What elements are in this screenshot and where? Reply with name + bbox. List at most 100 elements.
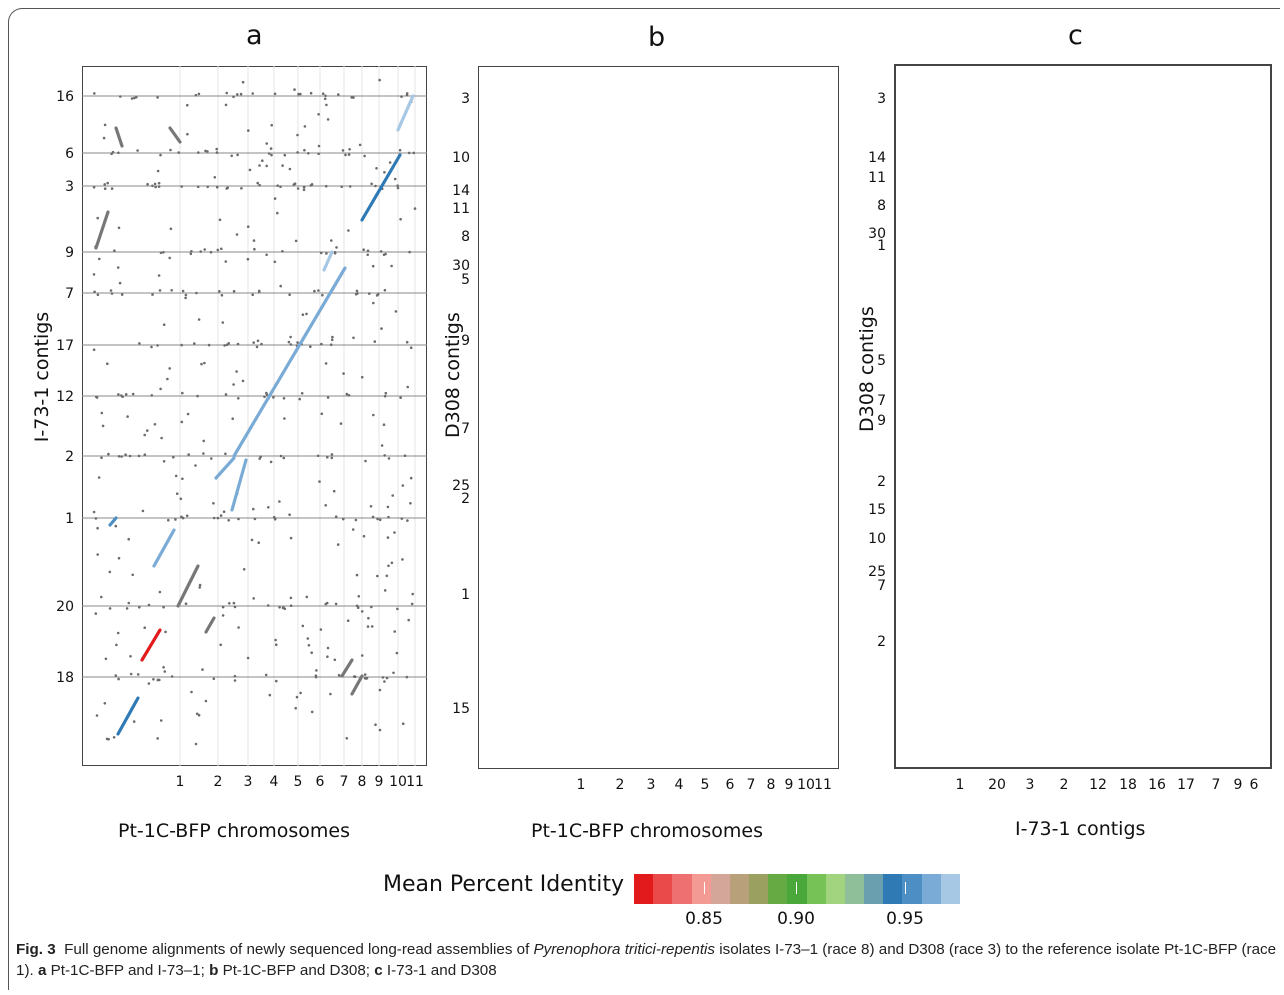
panel-a-noise-point bbox=[105, 737, 109, 741]
panel-a-noise-point bbox=[293, 182, 297, 185]
panel-a-noise-point bbox=[159, 387, 162, 391]
panel-a-noise-point bbox=[186, 103, 189, 107]
panel-a-noise-point bbox=[331, 335, 334, 339]
panel-b-y-tick: 14 bbox=[452, 183, 470, 199]
panel-a-noise-point bbox=[297, 92, 300, 96]
panel-a-noise-point bbox=[384, 391, 388, 395]
panel-a-noise-point bbox=[240, 187, 243, 190]
panel-a-alignment-segment bbox=[168, 126, 182, 144]
panel-a-noise-point bbox=[301, 624, 305, 628]
panel-a-noise-point bbox=[203, 361, 206, 365]
panel-a-noise-point bbox=[237, 626, 240, 629]
panel-a-noise-point bbox=[336, 543, 340, 546]
legend-swatch bbox=[864, 874, 884, 904]
panel-c-y-tick: 2 bbox=[877, 474, 886, 490]
panel-a-noise-point bbox=[265, 253, 268, 257]
panel-a-noise-point bbox=[298, 397, 302, 401]
panel-a-noise-point bbox=[337, 93, 340, 96]
panel-a-noise-point bbox=[212, 502, 215, 505]
panel-a-noise-point bbox=[326, 655, 329, 658]
panel-a-noise-point bbox=[198, 583, 202, 587]
panel-c-x-axis-title: I-73-1 contigs bbox=[1015, 818, 1146, 840]
panel-a-noise-point bbox=[117, 151, 120, 155]
panel-a-noise-point bbox=[236, 153, 239, 157]
panel-a-noise-point bbox=[295, 695, 299, 699]
panel-a-noise-point bbox=[265, 164, 269, 168]
panel-b-letter: b bbox=[648, 22, 666, 53]
panel-a-alignment-segment bbox=[140, 628, 162, 662]
panel-c-x-tick: 12 bbox=[1089, 777, 1107, 793]
panel-a-noise-point bbox=[293, 88, 296, 91]
panel-a-noise-point bbox=[235, 233, 239, 236]
panel-c-y-axis-title: D308 contigs bbox=[856, 306, 878, 432]
panel-a-noise-point bbox=[356, 606, 360, 609]
panel-a-noise-point bbox=[95, 714, 99, 717]
panel-a-noise-point bbox=[288, 293, 291, 297]
panel-a-noise-point bbox=[181, 516, 185, 520]
panel-a-noise-point bbox=[181, 391, 184, 395]
panel-a-noise-point bbox=[166, 377, 169, 381]
panel-a-noise-point bbox=[383, 589, 387, 592]
legend-tick-mark-085 bbox=[704, 882, 705, 894]
panel-a-noise-point bbox=[199, 250, 202, 253]
panel-a-noise-point bbox=[299, 92, 302, 96]
panel-b-x-tick: 7 bbox=[747, 777, 756, 793]
panel-a-noise-point bbox=[326, 646, 330, 650]
panel-a-noise-point bbox=[273, 197, 277, 200]
panel-c-y-tick: 2 bbox=[877, 634, 886, 650]
panel-a-noise-point bbox=[181, 289, 185, 293]
panel-a-noise-point bbox=[330, 338, 334, 342]
panel-a-plot-area bbox=[82, 66, 427, 766]
panel-a-noise-point bbox=[333, 252, 337, 255]
panel-a-alignment-segment bbox=[108, 516, 118, 527]
panel-a-noise-point bbox=[347, 394, 351, 397]
panel-a-noise-point bbox=[317, 289, 320, 292]
panel-a-noise-point bbox=[186, 412, 190, 416]
panel-a-noise-point bbox=[177, 151, 180, 154]
panel-a-noise-point bbox=[366, 249, 370, 253]
panel-a-noise-point bbox=[390, 561, 394, 565]
panel-a-noise-point bbox=[190, 690, 193, 694]
panel-a-noise-point bbox=[321, 293, 324, 297]
panel-a-noise-point bbox=[159, 153, 162, 157]
panel-c-y-tick: 10 bbox=[868, 531, 886, 547]
panel-a-y-tick: 7 bbox=[65, 286, 74, 302]
panel-a-noise-point bbox=[379, 250, 383, 253]
panel-a-x-tick: 9 bbox=[375, 774, 384, 790]
panel-a-noise-point bbox=[391, 494, 395, 497]
panel-a-noise-point bbox=[288, 513, 291, 516]
panel-a-noise-point bbox=[169, 227, 173, 231]
panel-a-noise-point bbox=[317, 152, 320, 156]
panel-a-noise-point bbox=[189, 252, 193, 256]
panel-a-noise-point bbox=[225, 187, 228, 190]
panel-a-noise-point bbox=[257, 541, 261, 544]
panel-a-noise-point bbox=[96, 553, 99, 556]
panel-c-x-tick: 20 bbox=[988, 777, 1006, 793]
panel-a-noise-point bbox=[316, 454, 320, 458]
panel-a-noise-point bbox=[218, 218, 222, 222]
panel-a-noise-point bbox=[204, 699, 208, 703]
panel-a-noise-point bbox=[158, 678, 161, 682]
panel-c-x-tick: 7 bbox=[1212, 777, 1221, 793]
panel-a-noise-point bbox=[320, 342, 323, 346]
panel-a-noise-point bbox=[103, 123, 107, 127]
panel-c-x-tick: 1 bbox=[956, 777, 965, 793]
panel-a-alignment-segment bbox=[230, 458, 248, 512]
panel-a-noise-point bbox=[360, 654, 364, 657]
panel-a-noise-point bbox=[296, 187, 300, 190]
panel-a-noise-point bbox=[370, 605, 373, 609]
panel-a-noise-point bbox=[382, 423, 386, 427]
panel-a-noise-point bbox=[232, 95, 235, 99]
panel-a-noise-point bbox=[221, 605, 225, 609]
panel-c-x-tick: 18 bbox=[1119, 777, 1137, 793]
panel-a-noise-point bbox=[92, 186, 96, 189]
panel-a-noise-point bbox=[399, 396, 402, 400]
panel-a-noise-point bbox=[346, 619, 350, 622]
panel-a-noise-point bbox=[250, 538, 254, 542]
panel-a-noise-point bbox=[147, 682, 151, 685]
panel-a-noise-point bbox=[303, 148, 306, 152]
panel-a-noise-point bbox=[394, 310, 398, 313]
panel-a-noise-point bbox=[116, 631, 120, 635]
panel-a-noise-point bbox=[273, 260, 277, 264]
panel-a-noise-point bbox=[156, 169, 160, 173]
